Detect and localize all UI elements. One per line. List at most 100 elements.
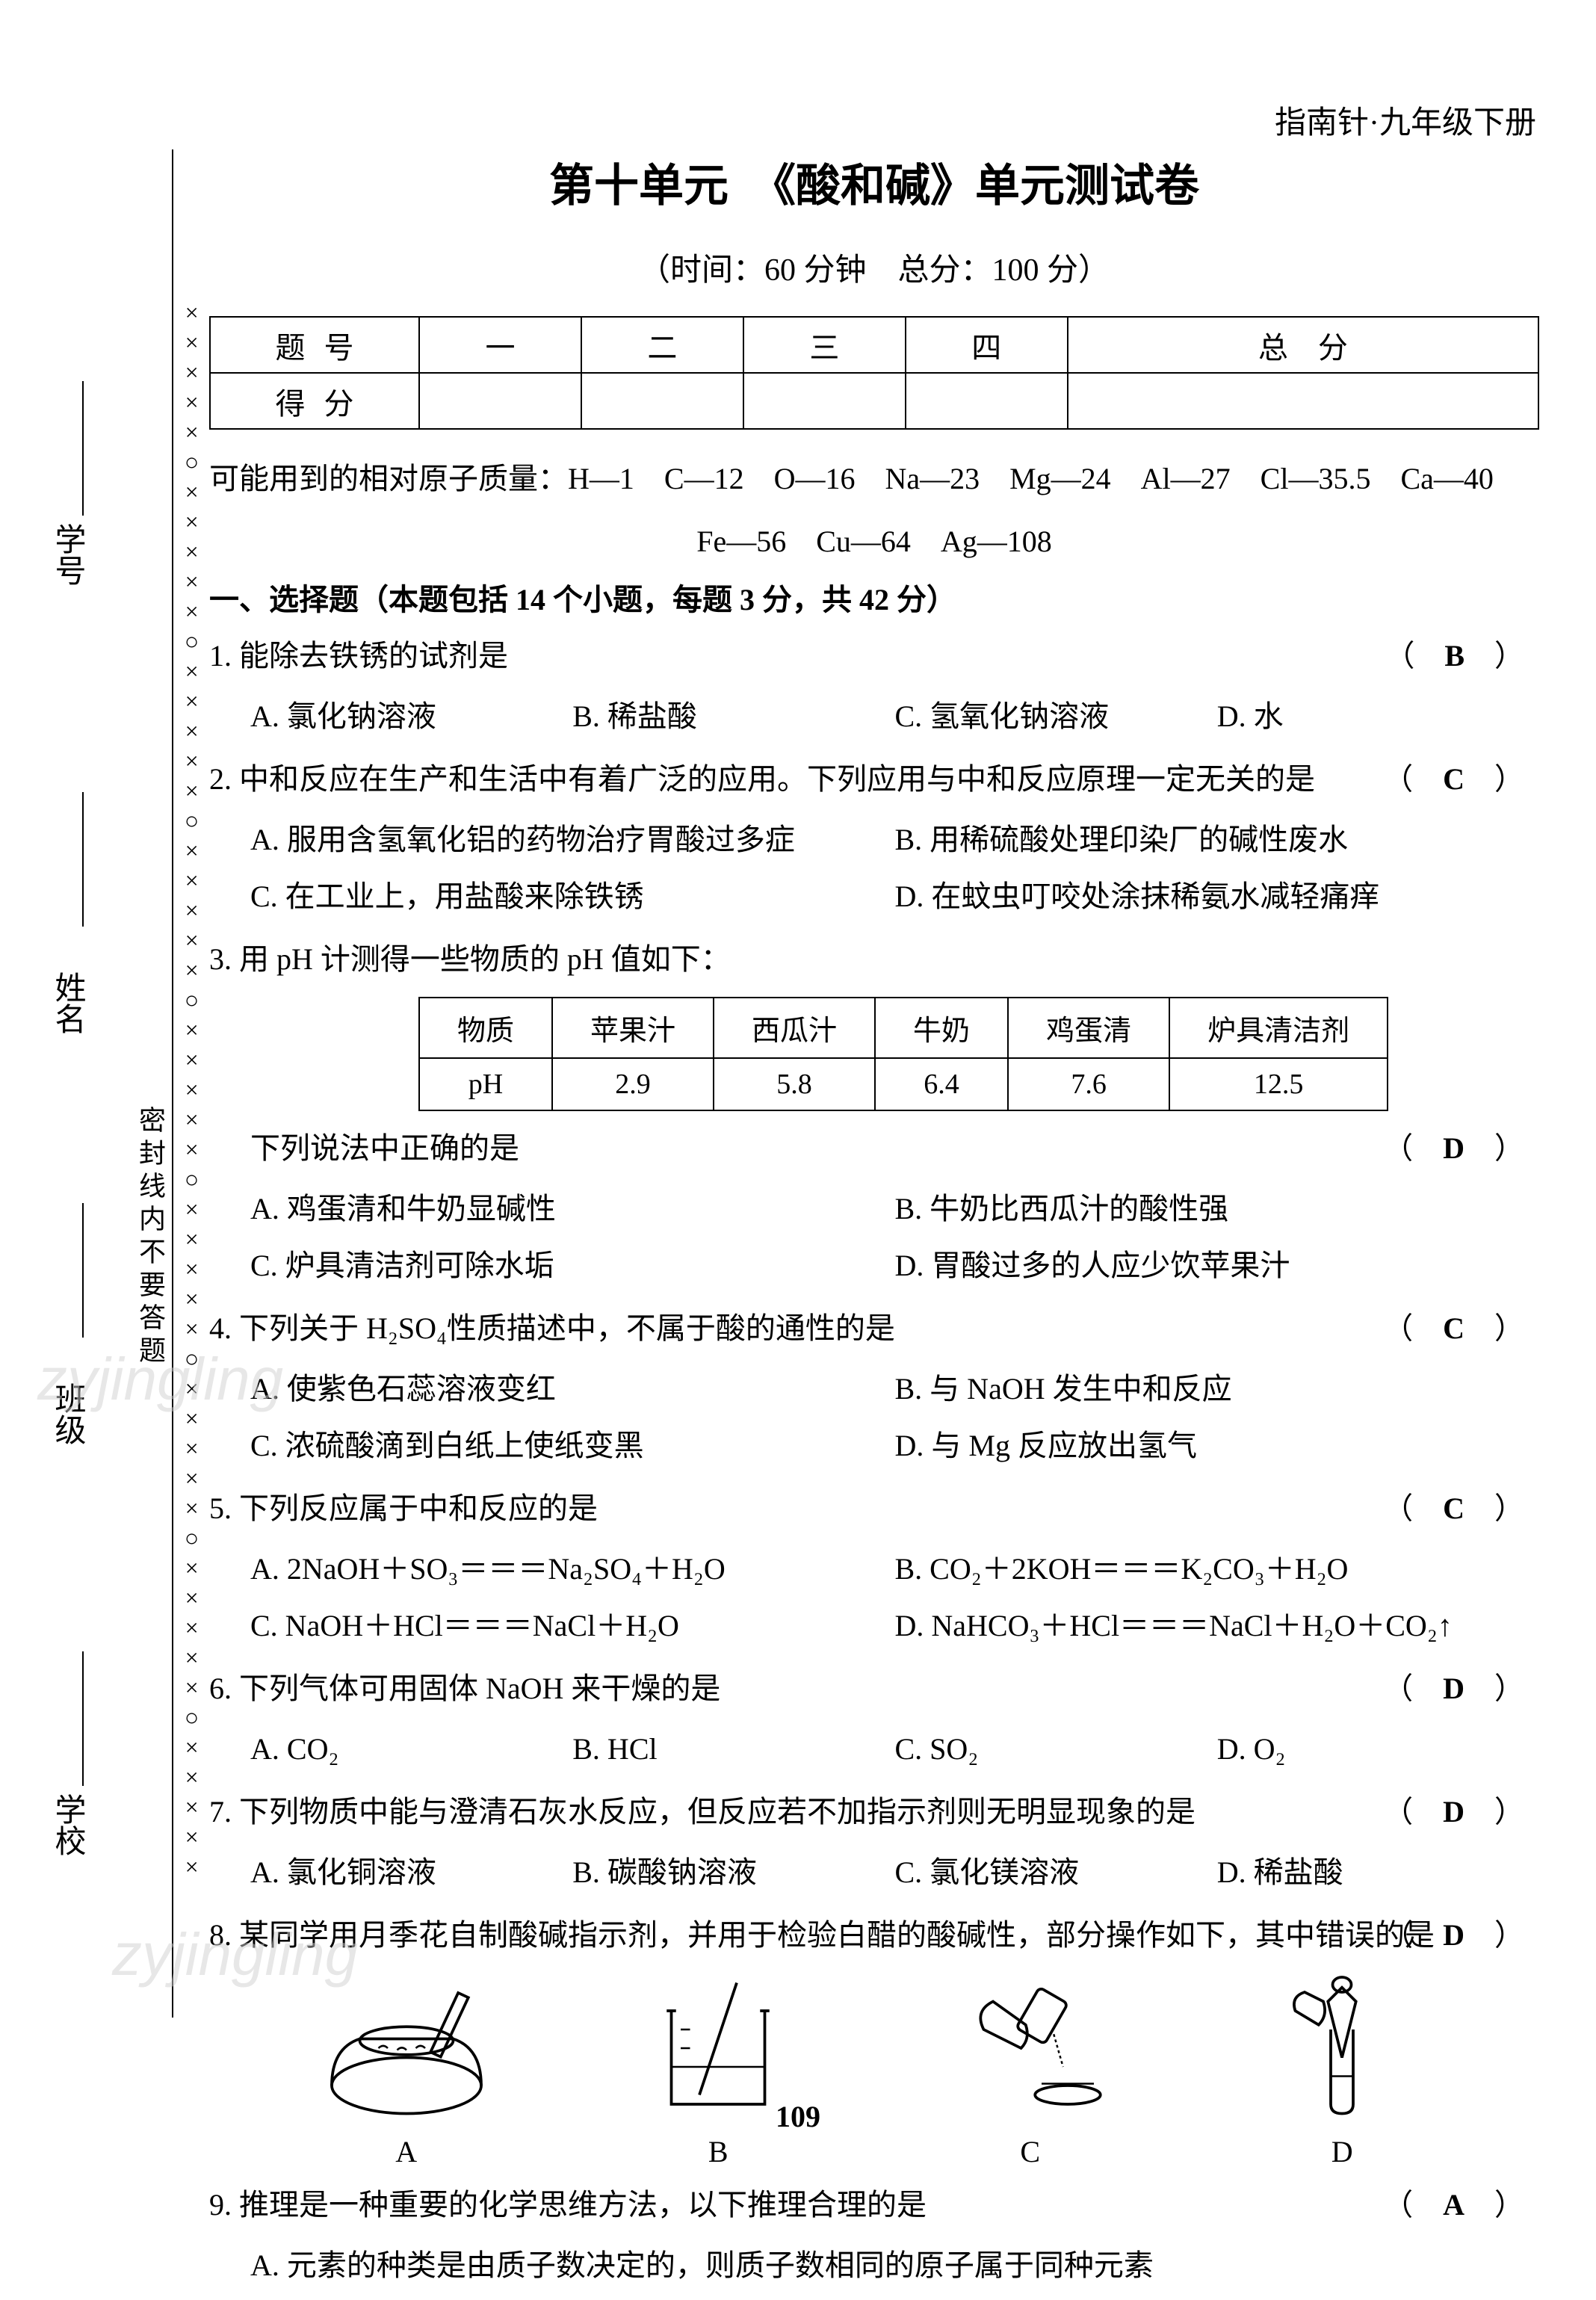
answer: （ C ） xyxy=(1383,1300,1524,1357)
ph-value: 5.8 xyxy=(714,1058,875,1110)
option: A. 鸡蛋清和牛奶显碱性 xyxy=(250,1181,895,1237)
option: C. SO₂ xyxy=(895,1721,1217,1778)
score-col: 总 分 xyxy=(1068,317,1538,373)
answer: （ D ） xyxy=(1383,1784,1524,1840)
q-num: 1. xyxy=(209,639,232,673)
ph-header: 西瓜汁 xyxy=(714,998,875,1058)
option: A. 使紫色石蕊溶液变红 xyxy=(250,1361,895,1418)
score-cell xyxy=(581,373,743,429)
ph-header: 炉具清洁剂 xyxy=(1169,998,1388,1058)
q8-figures: A B C xyxy=(209,1967,1539,2177)
label-number: 学号 xyxy=(45,523,90,586)
answer: （ C ） xyxy=(1383,1480,1524,1537)
ph-header: 苹果汁 xyxy=(552,998,714,1058)
q-text: 中和反应在生产和生活中有着广泛的应用。下列应用与中和反应原理一定无关的是 xyxy=(239,762,1315,796)
ph-header: 鸡蛋清 xyxy=(1008,998,1169,1058)
option: A. 元素的种类是由质子数决定的，则质子数相同的原子属于同种元素 xyxy=(250,2237,1539,2294)
q-num: 8. xyxy=(209,1918,232,1952)
option: D. 胃酸过多的人应少饮苹果汁 xyxy=(895,1237,1540,1294)
figure-label: A xyxy=(263,2134,550,2169)
option: B. 用稀硫酸处理印染厂的碱性废水 xyxy=(895,812,1540,868)
q-text: 下列关于 H₂SO₄性质描述中，不属于酸的通性的是 xyxy=(239,1311,895,1345)
score-col: 一 xyxy=(419,317,581,373)
score-cell xyxy=(419,373,581,429)
q-text: 用 pH 计测得一些物质的 pH 值如下： xyxy=(239,942,731,976)
figure-b: B xyxy=(575,1973,862,2169)
label-school: 学校 xyxy=(45,1793,90,1856)
answer: （ D ） xyxy=(1383,1907,1524,1964)
score-col: 四 xyxy=(906,317,1068,373)
score-table-header-row: 题号 一 二 三 四 总 分 xyxy=(210,317,1538,373)
question-5: 5. 下列反应属于中和反应的是 （ C ） xyxy=(209,1480,1539,1537)
score-col: 三 xyxy=(743,317,906,373)
q-text: 推理是一种重要的化学思维方法，以下推理合理的是 xyxy=(239,2188,927,2222)
q7-options: A. 氯化铜溶液 B. 碳酸钠溶液 C. 氯化镁溶液 D. 稀盐酸 xyxy=(209,1844,1539,1901)
answer: （ A ） xyxy=(1383,2177,1524,2233)
option: B. HCl xyxy=(572,1721,894,1778)
q-text: 能除去铁锈的试剂是 xyxy=(239,639,508,673)
ph-header: 物质 xyxy=(419,998,552,1058)
q-num: 9. xyxy=(209,2188,232,2222)
question-3: 3. 用 pH 计测得一些物质的 pH 值如下： xyxy=(209,931,1539,988)
q-num: 5. xyxy=(209,1491,232,1525)
ph-value: pH xyxy=(419,1058,552,1110)
q-text: 下列反应属于中和反应的是 xyxy=(239,1491,598,1525)
option: B. 牛奶比西瓜汁的酸性强 xyxy=(895,1181,1540,1237)
q9-options: A. 元素的种类是由质子数决定的，则质子数相同的原子属于同种元素 xyxy=(209,2237,1539,2294)
x-marks: ×××××○×××××○×××××○×××××○×××××○×××××○××××… xyxy=(176,299,207,2167)
seal-line-text: 密封线内不要答题 xyxy=(131,1106,170,1369)
mortar-pestle-icon xyxy=(313,1973,500,2123)
score-table: 题号 一 二 三 四 总 分 得分 xyxy=(209,316,1539,430)
figure-a: A xyxy=(263,1973,550,2169)
option: A. 氯化钠溶液 xyxy=(250,688,572,745)
figure-label: D xyxy=(1198,2134,1485,2169)
option: B. 与 NaOH 发生中和反应 xyxy=(895,1361,1540,1418)
q-num: 7. xyxy=(209,1795,232,1828)
option: A. 氯化铜溶液 xyxy=(250,1844,572,1901)
option: D. 与 Mg 反应放出氢气 xyxy=(895,1418,1540,1474)
score-col: 二 xyxy=(581,317,743,373)
ph-table: 物质 苹果汁 西瓜汁 牛奶 鸡蛋清 炉具清洁剂 pH 2.9 5.8 6.4 7… xyxy=(418,997,1388,1111)
q-num: 6. xyxy=(209,1672,232,1705)
book-title: 指南针·九年级下册 xyxy=(1275,97,1536,143)
q2-options: A. 服用含氢氧化铝的药物治疗胃酸过多症 B. 用稀硫酸处理印染厂的碱性废水 C… xyxy=(209,812,1539,925)
option: C. 炉具清洁剂可除水垢 xyxy=(250,1237,895,1294)
q4-options: A. 使紫色石蕊溶液变红 B. 与 NaOH 发生中和反应 C. 浓硫酸滴到白纸… xyxy=(209,1361,1539,1474)
answer: （ D ） xyxy=(1383,1120,1524,1177)
question-7: 7. 下列物质中能与澄清石灰水反应，但反应若不加指示剂则无明显现象的是 （ D … xyxy=(209,1784,1539,1840)
q-num: 4. xyxy=(209,1311,232,1345)
option: C. 氢氧化钠溶液 xyxy=(895,688,1217,745)
option: D. 稀盐酸 xyxy=(1217,1844,1539,1901)
option: B. 碳酸钠溶液 xyxy=(572,1844,894,1901)
q-text: 某同学用月季花自制酸碱指示剂，并用于检验白醋的酸碱性，部分操作如下，其中错误的是 xyxy=(239,1918,1435,1952)
option: C. 浓硫酸滴到白纸上使纸变黑 xyxy=(250,1418,895,1474)
main-content: 第十单元 《酸和碱》单元测试卷 （时间：60 分钟 总分：100 分） 题号 一… xyxy=(209,149,1539,2300)
q-num: 3. xyxy=(209,942,232,976)
ph-value: 12.5 xyxy=(1169,1058,1388,1110)
option: A. CO₂ xyxy=(250,1721,572,1778)
option: B. 稀盐酸 xyxy=(572,688,894,745)
label-class: 班级 xyxy=(45,1382,90,1445)
q1-options: A. 氯化钠溶液 B. 稀盐酸 C. 氢氧化钠溶液 D. 水 xyxy=(209,688,1539,745)
page-title: 第十单元 《酸和碱》单元测试卷 xyxy=(209,149,1539,214)
q-text: 下列物质中能与澄清石灰水反应，但反应若不加指示剂则无明显现象的是 xyxy=(239,1795,1196,1828)
ph-value: 7.6 xyxy=(1008,1058,1169,1110)
q3-options: A. 鸡蛋清和牛奶显碱性 B. 牛奶比西瓜汁的酸性强 C. 炉具清洁剂可除水垢 … xyxy=(209,1181,1539,1294)
score-table-score-row: 得分 xyxy=(210,373,1538,429)
option: A. 服用含氢氧化铝的药物治疗胃酸过多症 xyxy=(250,812,895,868)
option: C. 氯化镁溶液 xyxy=(895,1844,1217,1901)
q6-options: A. CO₂ B. HCl C. SO₂ D. O₂ xyxy=(209,1721,1539,1778)
figure-label: B xyxy=(575,2134,862,2169)
figure-label: C xyxy=(887,2134,1174,2169)
ph-header: 牛奶 xyxy=(875,998,1008,1058)
question-9: 9. 推理是一种重要的化学思维方法，以下推理合理的是 （ A ） xyxy=(209,2177,1539,2233)
score-cell xyxy=(906,373,1068,429)
figure-c: C xyxy=(887,1973,1174,2169)
option: A. 2NaOH＋SO₃＝＝＝Na₂SO₄＋H₂O xyxy=(250,1541,895,1598)
option: D. NaHCO₃＋HCl＝＝＝NaCl＋H₂O＋CO₂↑ xyxy=(895,1598,1540,1654)
option: B. CO₂＋2KOH＝＝＝K₂CO₃＋H₂O xyxy=(895,1541,1540,1598)
option: D. 水 xyxy=(1217,688,1539,745)
q3-continuation: 下列说法中正确的是 （ D ） xyxy=(209,1120,1539,1177)
vertical-border xyxy=(172,149,173,2018)
question-4: 4. 下列关于 H₂SO₄性质描述中，不属于酸的通性的是 （ C ） xyxy=(209,1300,1539,1357)
